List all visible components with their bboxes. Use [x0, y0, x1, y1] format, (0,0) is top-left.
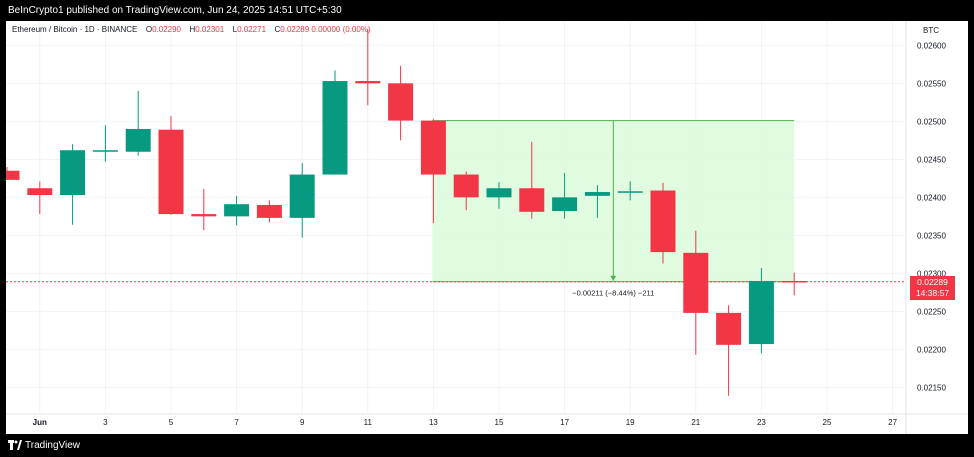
- time-tick-label: 13: [429, 418, 438, 427]
- tradingview-logo-icon: [8, 440, 22, 450]
- price-tick-label: 0.02500: [917, 117, 946, 126]
- time-tick-label: 21: [691, 418, 700, 427]
- footer-bar: TradingView: [0, 434, 974, 457]
- candle-body: [650, 190, 676, 253]
- low-label: L: [232, 25, 238, 34]
- candle-body: [158, 129, 184, 215]
- time-tick-label: 25: [823, 418, 832, 427]
- candle-body: [781, 280, 807, 283]
- price-tick-label: 0.02200: [917, 345, 946, 354]
- candle-body: [92, 150, 118, 152]
- bar-countdown: 14:38:57: [915, 287, 950, 298]
- symbol-legend: Ethereum / Bitcoin · 1D · BINANCE O0.022…: [12, 25, 371, 34]
- time-tick-label: 7: [234, 418, 239, 427]
- close-value: 0.02289: [280, 25, 310, 34]
- time-tick-label: 11: [364, 418, 373, 427]
- price-tick-label: 0.02600: [917, 41, 946, 50]
- current-price-tag: 0.02289 14:38:57: [910, 275, 955, 300]
- price-tick-label: 0.02350: [917, 231, 946, 240]
- candle-body: [224, 204, 250, 217]
- time-tick-label: 5: [169, 418, 174, 427]
- current-price-value: 0.02289: [917, 276, 948, 287]
- close-label: C: [274, 25, 281, 34]
- candle-body: [584, 192, 610, 196]
- candle-body: [256, 204, 282, 218]
- price-tick-label: 0.02550: [917, 79, 946, 88]
- price-tick-label: 0.02450: [917, 155, 946, 164]
- range-measure: −0.00211 (−8.44%) −211: [432, 120, 795, 298]
- candle-body: [27, 188, 53, 196]
- time-tick-label: 27: [888, 418, 897, 427]
- time-tick-label: 19: [626, 418, 635, 427]
- price-tick-label: 0.02300: [917, 269, 946, 278]
- candle-body: [388, 83, 414, 121]
- publisher-bar: BeInCrypto1 published on TradingView.com…: [0, 0, 974, 22]
- time-tick-label: Jun: [33, 418, 47, 427]
- time-tick-label: 9: [300, 418, 305, 427]
- tradingview-brand: TradingView: [25, 440, 81, 451]
- candle-body: [322, 81, 348, 175]
- time-tick-label: 15: [495, 418, 504, 427]
- candle-body: [289, 174, 315, 218]
- range-arrow-head: [610, 275, 617, 281]
- candles: [6, 29, 807, 396]
- open-value: 0.02290: [152, 25, 181, 34]
- time-axis: Jun 3 5 7 9 11 13 15 17 19 21 23 25 27: [33, 418, 898, 427]
- low-value: 0.02271: [237, 25, 267, 34]
- price-axis: 0.02600 0.02550 0.02500 0.02450 0.02400 0.023…: [917, 41, 946, 392]
- chart-panel[interactable]: −0.00211 (−8.44%) −211 0.02600 0.02550 0.0…: [6, 21, 968, 434]
- candle-body: [486, 188, 512, 198]
- change-value: 0.00000 (0.00%): [311, 25, 371, 34]
- high-label: H: [189, 25, 196, 34]
- time-tick-label: 23: [757, 418, 766, 427]
- publisher-text: BeInCrypto1 published on TradingView.com…: [8, 5, 342, 16]
- open-label: O: [145, 25, 153, 34]
- candle-body: [552, 197, 578, 212]
- candle-body: [748, 280, 774, 345]
- candle-body: [60, 150, 86, 196]
- candle-body: [420, 120, 446, 175]
- candle-body: [6, 170, 20, 180]
- candle-body: [191, 214, 217, 217]
- price-tick-label: 0.02150: [917, 383, 946, 392]
- range-measure-label: −0.00211 (−8.44%) −211: [572, 289, 654, 298]
- time-tick-label: 3: [103, 418, 108, 427]
- candle-body: [617, 191, 643, 193]
- candle-body: [683, 252, 709, 313]
- candle-body: [519, 188, 545, 212]
- time-tick-label: 17: [560, 418, 569, 427]
- candle-body: [355, 81, 381, 84]
- candle-body: [453, 174, 479, 198]
- candle-body: [716, 312, 742, 345]
- currency-label: BTC: [923, 26, 939, 35]
- high-value: 0.02301: [195, 25, 225, 34]
- candlestick-chart[interactable]: −0.00211 (−8.44%) −211 0.026000.025500.0…: [6, 21, 968, 434]
- symbol-name: Ethereum / Bitcoin · 1D · BINANCE: [12, 25, 138, 34]
- candle-body: [125, 128, 151, 152]
- price-tick-label: 0.02250: [917, 307, 946, 316]
- price-tick-label: 0.02400: [917, 193, 946, 202]
